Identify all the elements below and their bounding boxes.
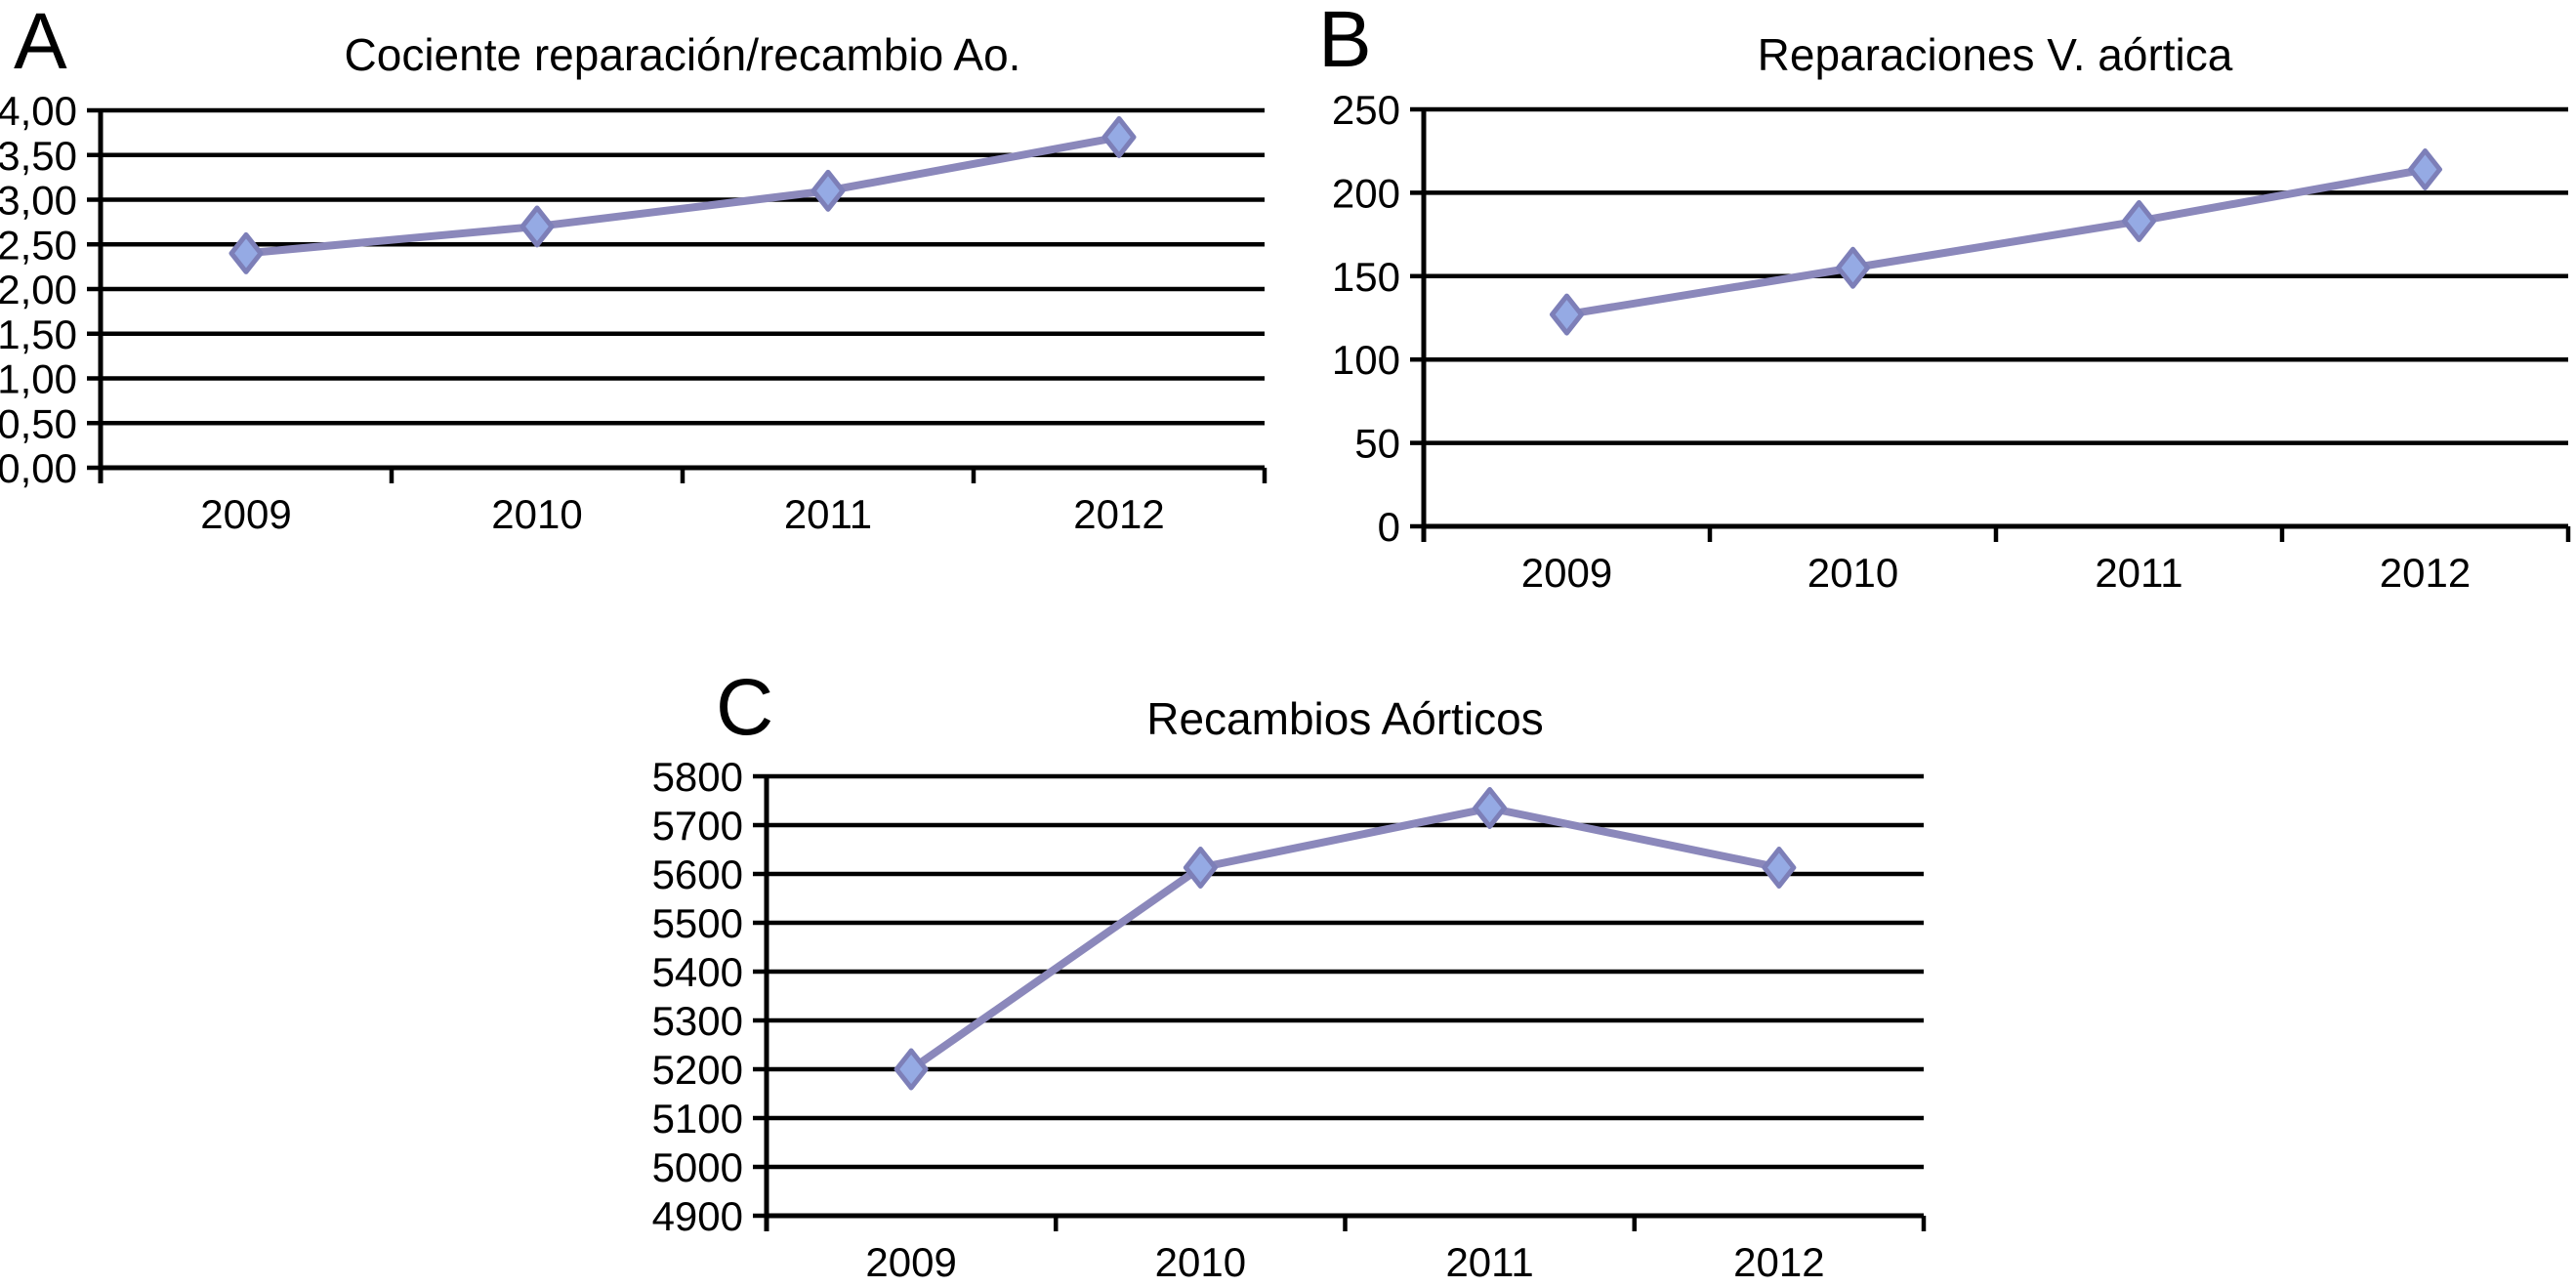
- y-tick-label: 200: [1332, 170, 1400, 216]
- y-tick-label: 5200: [652, 1047, 743, 1093]
- series-line: [907, 804, 1783, 1073]
- y-tick-label: 5500: [652, 900, 743, 946]
- x-tick-label: 2009: [200, 491, 291, 537]
- line-chart-b: 0 50 100 150 200 250 2009 2010 2011 2012: [1332, 87, 2571, 596]
- data-point-marker: [229, 231, 264, 274]
- x-tick-label: 2012: [1073, 491, 1164, 537]
- data-point-marker: [1101, 115, 1137, 158]
- data-point-marker: [519, 205, 555, 248]
- y-tick-label: 5300: [652, 998, 743, 1044]
- y-tick-label: 4900: [652, 1193, 743, 1239]
- data-point-marker: [1183, 847, 1218, 889]
- x-tick-label: 2011: [784, 491, 872, 537]
- x-tick-label: 2012: [1733, 1239, 1824, 1285]
- panel-b: B Reparaciones V. aórtica 0 50 100 150 200 25…: [1299, 0, 2576, 644]
- y-tick-label: 2,00: [0, 267, 77, 312]
- x-tick-label: 2010: [1807, 550, 1898, 596]
- panel-c: C Recambios Aórticos 4900 5000 5100 5200 530…: [586, 644, 2002, 1287]
- series-line: [1562, 165, 2430, 319]
- chart-title-c: Recambios Aórticos: [1146, 693, 1544, 744]
- y-tick-label: 4,00: [0, 88, 77, 134]
- x-tick-label: 2011: [2095, 550, 2182, 596]
- y-tick-label: 150: [1332, 254, 1400, 300]
- y-tick-label: 5700: [652, 803, 743, 849]
- data-point-marker: [1762, 847, 1797, 889]
- y-tick-label: 3,50: [0, 133, 77, 179]
- y-tick-label: 250: [1332, 87, 1400, 133]
- data-point-marker: [893, 1048, 929, 1091]
- x-tick-label: 2009: [1521, 550, 1612, 596]
- x-tick-label: 2010: [1155, 1239, 1246, 1285]
- y-tick-label: 5100: [652, 1096, 743, 1142]
- data-point-marker: [2408, 147, 2442, 190]
- y-tick-label: 0,00: [0, 445, 77, 491]
- chart-title-b: Reparaciones V. aórtica: [1757, 29, 2233, 80]
- panel-letter-a: A: [14, 0, 67, 86]
- line-chart-c: 4900500051005200530054005500560057005800…: [652, 754, 1927, 1285]
- y-tick-label: 0: [1378, 504, 1400, 550]
- data-point-marker: [810, 169, 846, 212]
- y-tick-label: 100: [1332, 337, 1400, 383]
- y-tick-label: 3,00: [0, 178, 77, 224]
- y-tick-label: 5400: [652, 949, 743, 995]
- x-tick-label: 2012: [2380, 550, 2471, 596]
- panel-a: A Cociente reparación/recambio Ao. 0,00 0…: [0, 0, 1299, 644]
- y-tick-label: 5800: [652, 754, 743, 800]
- data-point-marker: [1836, 246, 1870, 289]
- data-point-marker: [1473, 787, 1508, 829]
- chart-title-a: Cociente reparación/recambio Ao.: [344, 29, 1021, 80]
- line-chart-a: 0,000,501,001,502,002,503,003,504,00 2009…: [0, 88, 1267, 537]
- panel-letter-c: C: [716, 663, 774, 752]
- panel-letter-b: B: [1318, 0, 1372, 84]
- y-tick-label: 2,50: [0, 222, 77, 268]
- x-tick-label: 2009: [865, 1239, 956, 1285]
- y-tick-label: 5600: [652, 851, 743, 897]
- y-tick-label: 1,50: [0, 311, 77, 357]
- y-tick-label: 1,00: [0, 356, 77, 402]
- y-tick-label: 50: [1354, 421, 1400, 467]
- data-point-marker: [1550, 293, 1584, 336]
- data-point-marker: [2122, 199, 2156, 242]
- x-tick-label: 2011: [1445, 1239, 1533, 1285]
- y-tick-label: 5000: [652, 1144, 743, 1190]
- x-tick-label: 2010: [491, 491, 582, 537]
- series-line: [242, 133, 1123, 258]
- y-tick-label: 0,50: [0, 400, 77, 446]
